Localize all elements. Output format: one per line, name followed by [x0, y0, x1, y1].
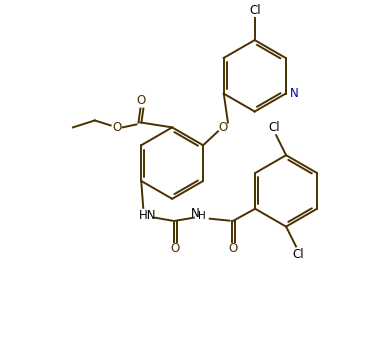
Text: Cl: Cl [268, 121, 280, 134]
Text: Cl: Cl [292, 248, 304, 261]
Text: Cl: Cl [249, 4, 260, 17]
Text: H: H [198, 211, 206, 221]
Text: N: N [191, 207, 199, 220]
Text: O: O [228, 242, 237, 255]
Text: O: O [170, 242, 180, 255]
Text: O: O [112, 121, 121, 134]
Text: O: O [218, 121, 228, 134]
Text: N: N [290, 87, 299, 100]
Text: HN: HN [139, 209, 156, 222]
Text: O: O [137, 94, 146, 107]
